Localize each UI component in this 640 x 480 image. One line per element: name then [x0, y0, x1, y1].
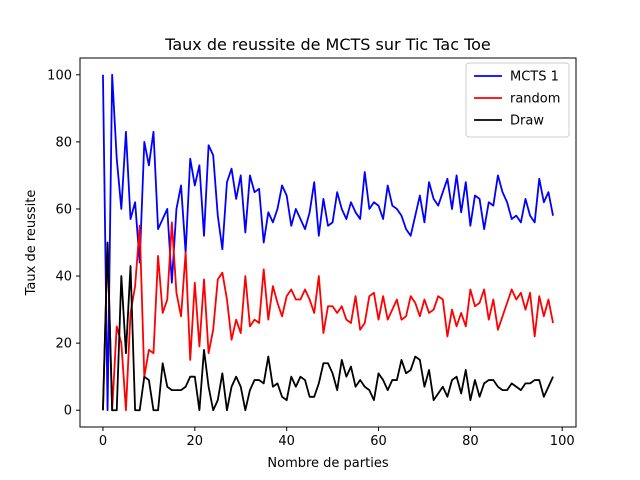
- y-tick-label: 60: [55, 202, 72, 217]
- x-tick-label: 80: [462, 434, 479, 449]
- legend-label-0: MCTS 1: [510, 70, 559, 85]
- y-tick-label: 100: [47, 68, 72, 83]
- y-axis-title: Taux de reussite: [24, 190, 39, 297]
- x-tick-label: 40: [278, 434, 295, 449]
- chart-title: Taux de reussite de MCTS sur Tic Tac Toe: [164, 35, 491, 54]
- plot-area: [102, 73, 554, 412]
- plot-frame: [79, 57, 577, 428]
- series-line-1: [102, 221, 554, 412]
- y-tick-label: 40: [55, 270, 72, 285]
- legend: MCTS 1 random Draw: [465, 62, 570, 138]
- y-tick-label: 0: [64, 404, 72, 419]
- legend-box: [465, 62, 570, 138]
- axis-ticks: 0 20 40 60 80 100 0 20 40 60 80 100: [47, 68, 574, 449]
- legend-label-1: random: [510, 92, 560, 107]
- series-line-2: [102, 241, 554, 412]
- y-tick-label: 20: [55, 337, 72, 352]
- y-tick-label: 80: [55, 135, 72, 150]
- x-tick-label: 100: [550, 434, 575, 449]
- series-line-0: [102, 73, 554, 412]
- x-tick-label: 0: [99, 434, 107, 449]
- x-tick-label: 20: [187, 434, 204, 449]
- x-tick-label: 60: [370, 434, 387, 449]
- x-axis-title: Nombre de parties: [267, 456, 388, 471]
- legend-label-2: Draw: [510, 114, 544, 129]
